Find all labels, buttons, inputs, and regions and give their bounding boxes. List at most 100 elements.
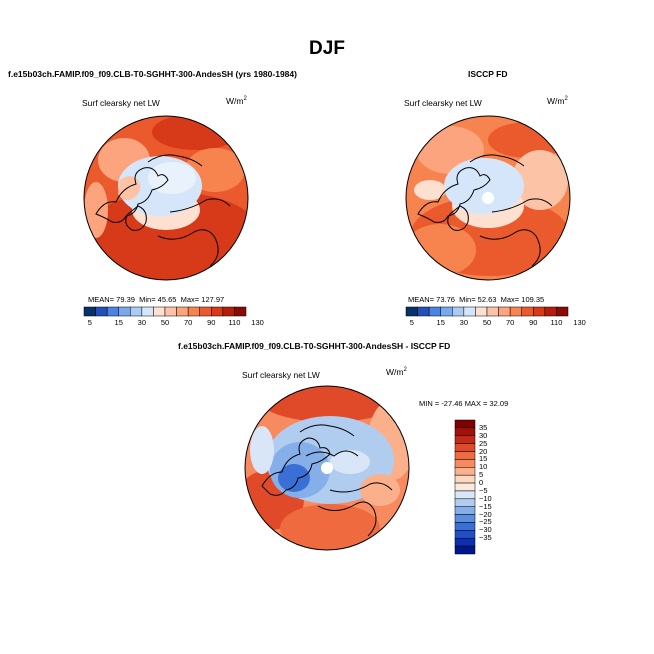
- colorbar-tick-label: 110: [550, 318, 563, 327]
- coast-p3-canada: [261, 437, 331, 496]
- colorbar-tick-label: −35: [479, 533, 492, 543]
- colorbar-swatch: [118, 306, 131, 317]
- colorbar-tick-label: 5: [409, 318, 414, 327]
- panel-2-min-label: Min=: [459, 295, 476, 304]
- colorbar-swatch: [556, 306, 569, 317]
- colorbar-swatch: [463, 306, 476, 317]
- panel-1-min-label: Min=: [139, 295, 156, 304]
- panel-3-variable: Surf clearsky net LW: [242, 370, 320, 380]
- panel-2-min: 52.63: [477, 295, 497, 304]
- colorbar-swatch: [454, 530, 476, 539]
- colorbar-swatch: [222, 306, 235, 317]
- colorbar-tick-label: 30: [459, 318, 469, 327]
- coast-p1-europe: [169, 198, 231, 213]
- colorbar-swatch: [454, 545, 476, 555]
- panel-2-colorbar: [405, 306, 569, 317]
- figure-title: DJF: [309, 38, 345, 59]
- colorbar-swatch: [176, 306, 189, 317]
- panel-2-units: W/m2: [547, 96, 568, 106]
- colorbar-swatch: [428, 306, 441, 317]
- colorbar-tick-label: −10: [479, 493, 492, 503]
- colorbar-tick-label: 25: [479, 438, 488, 448]
- panel-3-units: W/m2: [386, 367, 407, 377]
- colorbar-swatch: [405, 306, 418, 317]
- coast-p2-canada: [417, 167, 491, 223]
- colorbar-tick-label: 15: [114, 318, 123, 327]
- coast-p2-greenland: [447, 205, 469, 231]
- coast-p1-greenland: [125, 205, 147, 231]
- coast-p3-alaska: [299, 424, 355, 437]
- colorbar-swatch: [498, 306, 511, 317]
- colorbar-swatch: [454, 506, 476, 515]
- colorbar-swatch: [106, 306, 119, 317]
- colorbar-tick-label: 30: [137, 318, 147, 327]
- panel-1-mean-label: MEAN=: [88, 295, 115, 304]
- coast-p3-greenland: [305, 450, 359, 457]
- panel-2-mean: 73.76: [436, 295, 455, 304]
- colorbar-tick-label: 90: [207, 318, 216, 327]
- colorbar-tick-label: 130: [573, 318, 586, 327]
- panel-3-min: -27.46: [441, 399, 463, 408]
- panel-3-min-label: MIN =: [419, 399, 440, 408]
- colorbar-swatch: [187, 306, 200, 317]
- colorbar-tick-label: 15: [479, 454, 488, 464]
- colorbar-swatch: [486, 306, 499, 317]
- colorbar-swatch: [509, 306, 522, 317]
- coastlines: [95, 154, 553, 537]
- colorbar-swatch: [141, 306, 154, 317]
- panel-2-map: [406, 116, 570, 280]
- panel-2-max: 109.35: [521, 295, 545, 304]
- coast-p1-canada: [95, 167, 169, 223]
- colorbar-swatch: [454, 514, 476, 523]
- panel-3-max: 32.09: [489, 399, 509, 408]
- colorbar-swatch: [544, 306, 557, 317]
- colorbar-swatch: [83, 306, 96, 317]
- colorbar-swatch: [454, 435, 476, 444]
- panel-2-stats: MEAN= 73.76 Min= 52.63 Max= 109.35: [408, 295, 544, 304]
- colorbar-swatch: [440, 306, 453, 317]
- panel-1-max-label: Max=: [180, 295, 200, 304]
- colorbar-swatch: [234, 306, 247, 317]
- panel-1-units: W/m2: [226, 96, 247, 106]
- panel-3-max-label: MAX =: [464, 399, 488, 408]
- colorbar-swatch: [533, 306, 546, 317]
- colorbar-swatch: [454, 522, 476, 531]
- panel-2-variable: Surf clearsky net LW: [404, 98, 482, 108]
- coast-p2-alaska: [469, 154, 525, 167]
- coast-p3-siberia: [317, 501, 377, 537]
- coast-p3-europe: [329, 482, 393, 493]
- colorbar-tick-label: 0: [479, 478, 484, 488]
- colorbar-tick-label: 15: [436, 318, 445, 327]
- colorbar-swatch: [475, 306, 488, 317]
- colorbar-tick-label: −5: [479, 485, 488, 495]
- colorbar-swatch: [130, 306, 143, 317]
- colorbar-tick-label: 5: [479, 470, 484, 480]
- panel-3-map: [245, 386, 409, 550]
- panel-1-stats: MEAN= 79.39 Min= 45.65 Max= 127.97: [88, 295, 224, 304]
- panel-3-stats: MIN = -27.46 MAX = 32.09: [419, 399, 508, 408]
- panel-1-border: [83, 115, 249, 281]
- colorbar-swatch: [199, 306, 212, 317]
- colorbar-tick-label: 110: [228, 318, 241, 327]
- colorbar-tick-label: 10: [479, 462, 488, 472]
- panel-1-max: 127.97: [201, 295, 225, 304]
- colorbar-swatch: [454, 443, 476, 452]
- colorbar-tick-label: 20: [479, 446, 488, 456]
- panel-1-min: 45.65: [157, 295, 177, 304]
- coast-p1-alaska: [147, 154, 203, 167]
- colorbar-swatch: [454, 490, 476, 500]
- colorbar-tick-label: −20: [479, 509, 492, 519]
- panel-3-border: [244, 385, 410, 551]
- colorbar-swatch: [454, 459, 476, 468]
- panel-2-title: ISCCP FD: [468, 69, 508, 79]
- colorbar-swatch: [454, 467, 476, 476]
- panel-1-variable: Surf clearsky net LW: [82, 98, 160, 108]
- colorbar-swatch: [153, 306, 166, 317]
- panel-1-colorbar: [83, 306, 247, 317]
- colorbar-tick-label: −25: [479, 517, 492, 527]
- colorbar-swatch: [95, 306, 108, 317]
- colorbar-tick-label: 50: [160, 318, 170, 327]
- colorbar-swatch: [454, 482, 476, 492]
- colorbar-swatch: [454, 498, 476, 507]
